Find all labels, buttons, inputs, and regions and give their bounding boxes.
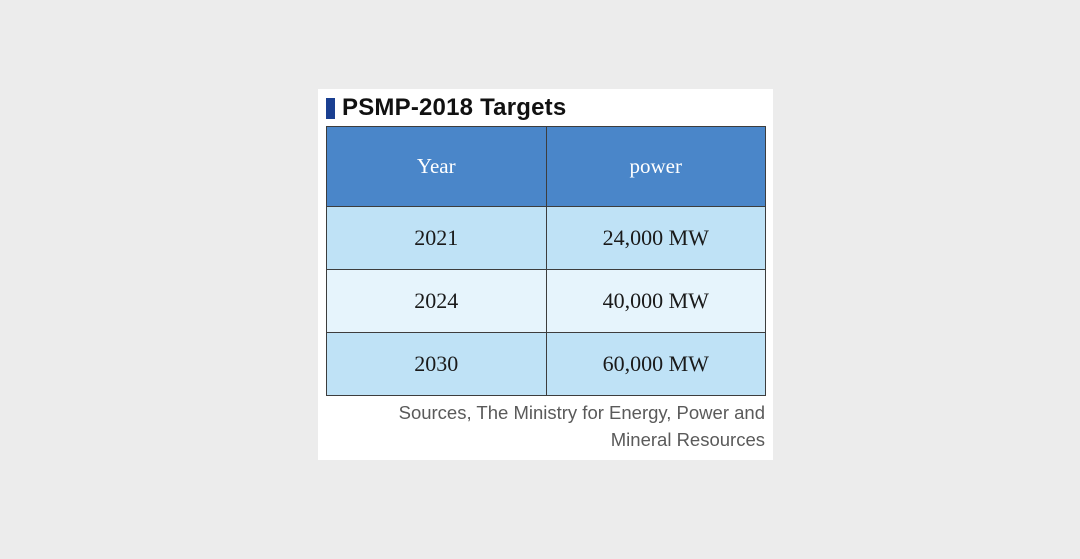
cell-year: 2021: [326, 206, 547, 270]
table-row: 2021 24,000 MW: [326, 206, 766, 270]
targets-card: PSMP-2018 Targets Year power 2021 24,000…: [318, 89, 773, 460]
title-accent-bar: [326, 97, 335, 119]
table-row: 2024 40,000 MW: [326, 269, 766, 333]
header-year: Year: [326, 126, 547, 207]
table-header-row: Year power: [326, 126, 766, 207]
source-line-1: Sources, The Ministry for Energy, Power …: [398, 402, 765, 423]
source-line-2: Mineral Resources: [610, 429, 765, 450]
title-row: PSMP-2018 Targets: [326, 94, 567, 121]
header-power: power: [545, 126, 766, 207]
source-note: Sources, The Ministry for Energy, Power …: [345, 399, 765, 453]
cell-power: 60,000 MW: [545, 332, 766, 396]
targets-table: Year power 2021 24,000 MW 2024 40,000 MW…: [326, 126, 766, 396]
cell-year: 2024: [326, 269, 547, 333]
card-title: PSMP-2018 Targets: [342, 94, 567, 121]
table-row: 2030 60,000 MW: [326, 332, 766, 396]
cell-power: 40,000 MW: [545, 269, 766, 333]
cell-power: 24,000 MW: [545, 206, 766, 270]
cell-year: 2030: [326, 332, 547, 396]
